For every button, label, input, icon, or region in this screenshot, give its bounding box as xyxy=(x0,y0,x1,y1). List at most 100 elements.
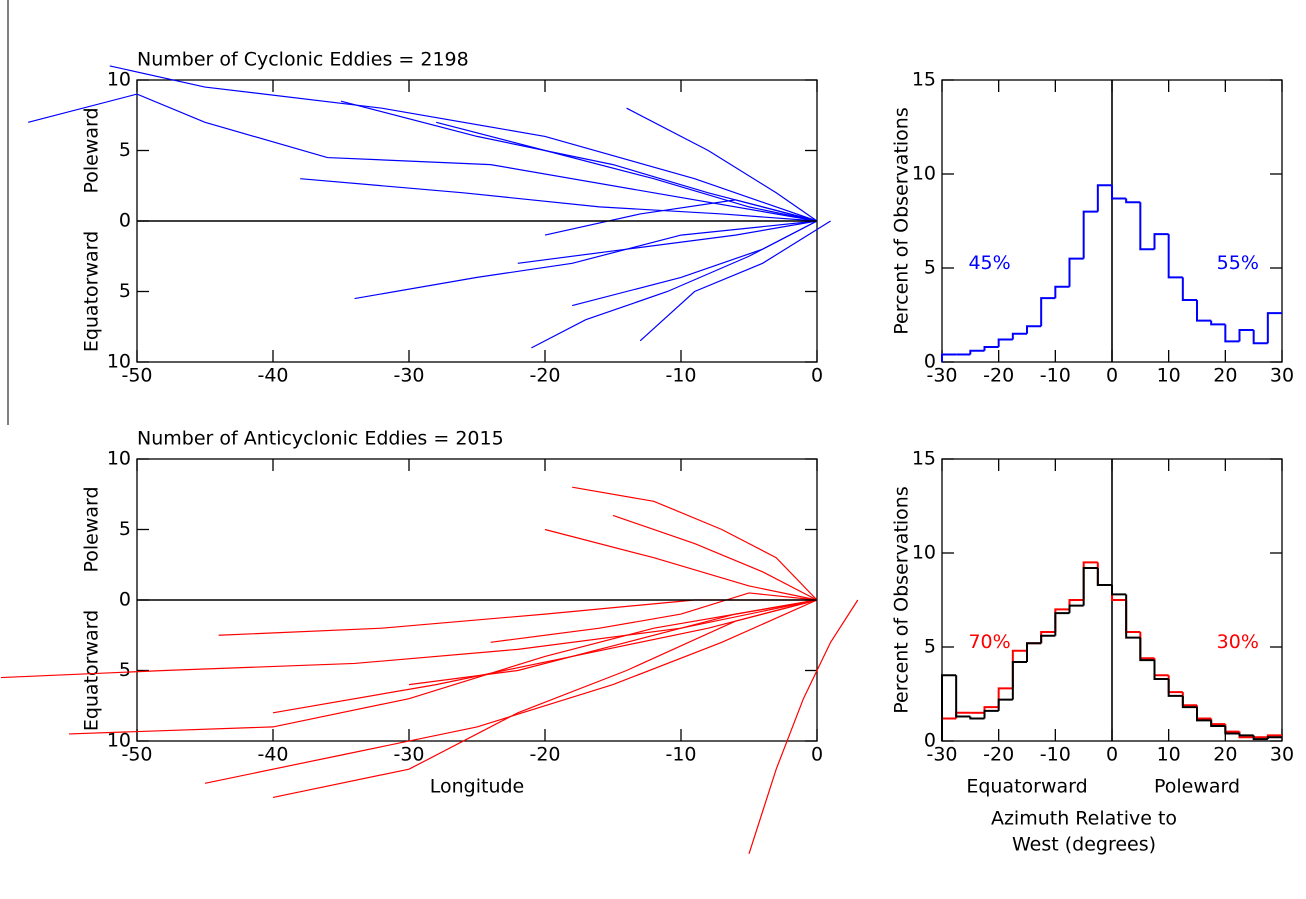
histogram-step xyxy=(1054,285,1070,299)
x-side-label: Poleward xyxy=(1154,776,1240,798)
y-tick-label: 5 xyxy=(924,636,936,658)
eddy-track xyxy=(218,599,817,636)
y-tick-label: 0 xyxy=(924,351,936,373)
x-tick-label: -10 xyxy=(665,365,696,387)
y-tick-label: 0 xyxy=(119,210,131,232)
x-tick-label: -50 xyxy=(121,744,152,766)
histogram-step xyxy=(983,709,999,719)
histogram-step xyxy=(1139,631,1155,660)
histogram-step xyxy=(1026,642,1042,663)
histogram-step xyxy=(1040,630,1056,644)
eddy-track xyxy=(531,220,818,349)
histogram-step xyxy=(1125,198,1141,204)
y-tick-label: 0 xyxy=(924,730,936,752)
x-tick-label: 20 xyxy=(1213,365,1237,387)
histogram-step xyxy=(1111,584,1127,601)
eddy-track xyxy=(436,121,818,222)
histogram-step xyxy=(941,717,957,741)
histogram-step xyxy=(1224,725,1240,735)
histogram-step xyxy=(983,345,999,351)
histogram-step xyxy=(1238,329,1254,342)
histogram-step xyxy=(1082,210,1098,259)
eddy-track xyxy=(639,220,831,342)
histogram-step xyxy=(1224,724,1240,733)
histogram-step xyxy=(1011,649,1027,689)
x-tick-label: -20 xyxy=(529,365,560,387)
y-tick-label: 10 xyxy=(912,163,936,185)
x-side-label: Equatorward xyxy=(966,776,1087,798)
eddy-track xyxy=(490,592,818,643)
y-label: Percent of Observations xyxy=(891,107,913,334)
y-tick-label: 5 xyxy=(119,139,131,161)
y-label: Equatorward xyxy=(81,610,103,731)
histogram-step xyxy=(1167,234,1183,279)
histogram-step xyxy=(955,675,971,718)
x-tick-label: -10 xyxy=(665,744,696,766)
y-tick-label: 10 xyxy=(107,448,131,470)
histogram-step xyxy=(1026,642,1042,651)
histogram-step xyxy=(1011,661,1027,700)
x-label: West (degrees) xyxy=(1012,834,1156,856)
histogram-step xyxy=(1068,604,1084,614)
y-tick-label: 5 xyxy=(119,280,131,302)
histogram-step xyxy=(969,349,985,355)
histogram-step xyxy=(1139,637,1155,662)
histogram-step xyxy=(1054,612,1070,636)
histogram-step xyxy=(997,698,1013,711)
histogram-step xyxy=(1196,705,1212,720)
x-tick-label: -20 xyxy=(983,365,1014,387)
eddy-track xyxy=(612,514,818,601)
histogram-step xyxy=(997,687,1013,708)
eddy-track xyxy=(544,528,818,601)
histogram-step xyxy=(1252,330,1268,345)
y-tick-label: 10 xyxy=(107,69,131,91)
y-tick-label: 10 xyxy=(912,542,936,564)
y-label: Percent of Observations xyxy=(891,486,913,713)
chart-title: Number of Anticyclonic Eddies = 2015 xyxy=(137,428,504,450)
histogram-step xyxy=(1167,678,1183,697)
x-tick-label: 10 xyxy=(1157,365,1181,387)
eddy-track xyxy=(109,65,818,222)
annotation: 30% xyxy=(1217,631,1259,653)
x-tick-label: 10 xyxy=(1157,744,1181,766)
x-tick-label: -10 xyxy=(1040,365,1071,387)
histogram-step xyxy=(1266,312,1282,344)
histogram-step xyxy=(1068,257,1084,287)
histogram-step xyxy=(1196,707,1212,722)
x-tick-label: -40 xyxy=(257,365,288,387)
eddy-track xyxy=(748,599,859,854)
histogram-step xyxy=(1153,658,1169,677)
histogram-step xyxy=(1153,660,1169,680)
x-label: Azimuth Relative to xyxy=(991,808,1177,830)
x-label: Longitude xyxy=(430,776,525,798)
histogram-step xyxy=(1111,584,1127,596)
y-tick-label: 15 xyxy=(912,69,936,91)
histogram-step xyxy=(1181,692,1197,707)
histogram-step xyxy=(941,353,957,362)
eddy-track xyxy=(354,220,818,300)
histogram-step xyxy=(1011,332,1027,340)
eddy-track xyxy=(28,93,818,222)
y-tick-label: 15 xyxy=(912,448,936,470)
histogram-step xyxy=(1096,184,1112,212)
y-tick-label: 10 xyxy=(107,730,131,752)
x-tick-label: -20 xyxy=(529,744,560,766)
eddy-track xyxy=(572,486,818,601)
x-tick-label: 20 xyxy=(1213,744,1237,766)
x-tick-label: -30 xyxy=(393,744,424,766)
x-tick-label: -20 xyxy=(983,744,1014,766)
histogram-step xyxy=(997,338,1013,347)
histogram-step xyxy=(1040,297,1056,327)
histogram-step xyxy=(1125,600,1141,633)
histogram-step xyxy=(1082,567,1098,606)
eddy-track xyxy=(272,599,818,798)
annotation: 70% xyxy=(968,631,1010,653)
x-tick-label: -10 xyxy=(1040,744,1071,766)
y-tick-label: 10 xyxy=(107,351,131,373)
chart-title: Number of Cyclonic Eddies = 2198 xyxy=(137,49,469,71)
y-label: Equatorward xyxy=(81,231,103,352)
histogram-step xyxy=(941,674,957,741)
eddy-track xyxy=(68,599,818,735)
x-tick-label: -50 xyxy=(121,365,152,387)
